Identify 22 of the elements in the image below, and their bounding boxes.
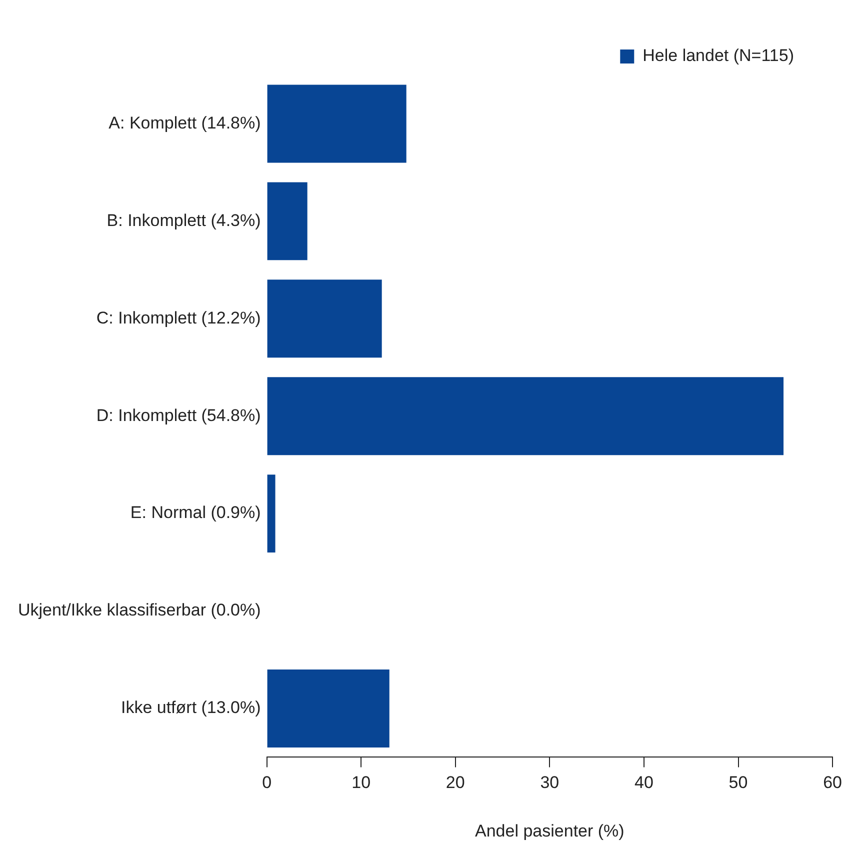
bar (267, 182, 308, 260)
bar (267, 377, 784, 456)
x-tick-label: 60 (823, 773, 842, 792)
bar (267, 669, 390, 748)
x-tick-label: 20 (446, 773, 465, 792)
x-tick-label: 0 (262, 773, 272, 792)
y-tick-label: C: Inkomplett (12.2%) (96, 308, 261, 328)
x-tick-label: 50 (728, 773, 748, 792)
y-tick-label: Ikke utført (13.0%) (120, 698, 261, 718)
bar (267, 84, 406, 163)
y-tick-label: E: Normal (0.9%) (130, 503, 261, 522)
y-tick-label: D: Inkomplett (54.8%) (96, 406, 261, 425)
y-tick-label: B: Inkomplett (4.3%) (106, 210, 261, 230)
x-tick-label: 30 (540, 773, 560, 792)
legend-label: Hele landet (N=115) (642, 46, 794, 66)
y-tick-label: A: Komplett (14.8%) (108, 113, 261, 132)
bar (267, 280, 382, 358)
bar (267, 474, 276, 553)
x-axis-title: Andel pasienter (%) (475, 821, 624, 840)
y-tick-label: Ukjent/Ikke klassifiserbar (0.0%) (18, 600, 261, 620)
x-tick-label: 40 (634, 773, 654, 792)
x-tick-label: 10 (352, 773, 371, 792)
